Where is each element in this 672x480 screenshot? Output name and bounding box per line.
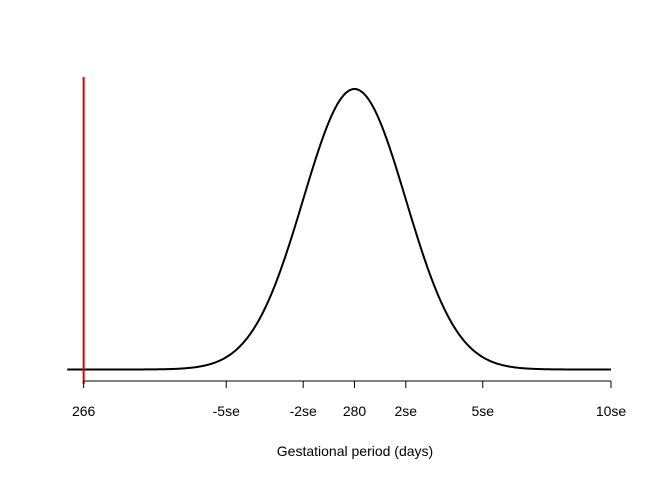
- x-tick-label: 266: [72, 403, 96, 419]
- x-tick-label: 5se: [471, 403, 494, 419]
- x-tick-label: 10se: [596, 403, 627, 419]
- curve-layer: [67, 88, 611, 371]
- x-tick-label: 280: [343, 403, 367, 419]
- x-tick-label: 2se: [395, 403, 418, 419]
- x-axis-label: Gestational period (days): [277, 443, 433, 459]
- x-axis: 266 -5se -2se 280 2se 5se 10se: [72, 380, 627, 419]
- x-tick-label: -2se: [290, 403, 317, 419]
- density-curve: [67, 88, 611, 371]
- x-tick-label: -5se: [213, 403, 240, 419]
